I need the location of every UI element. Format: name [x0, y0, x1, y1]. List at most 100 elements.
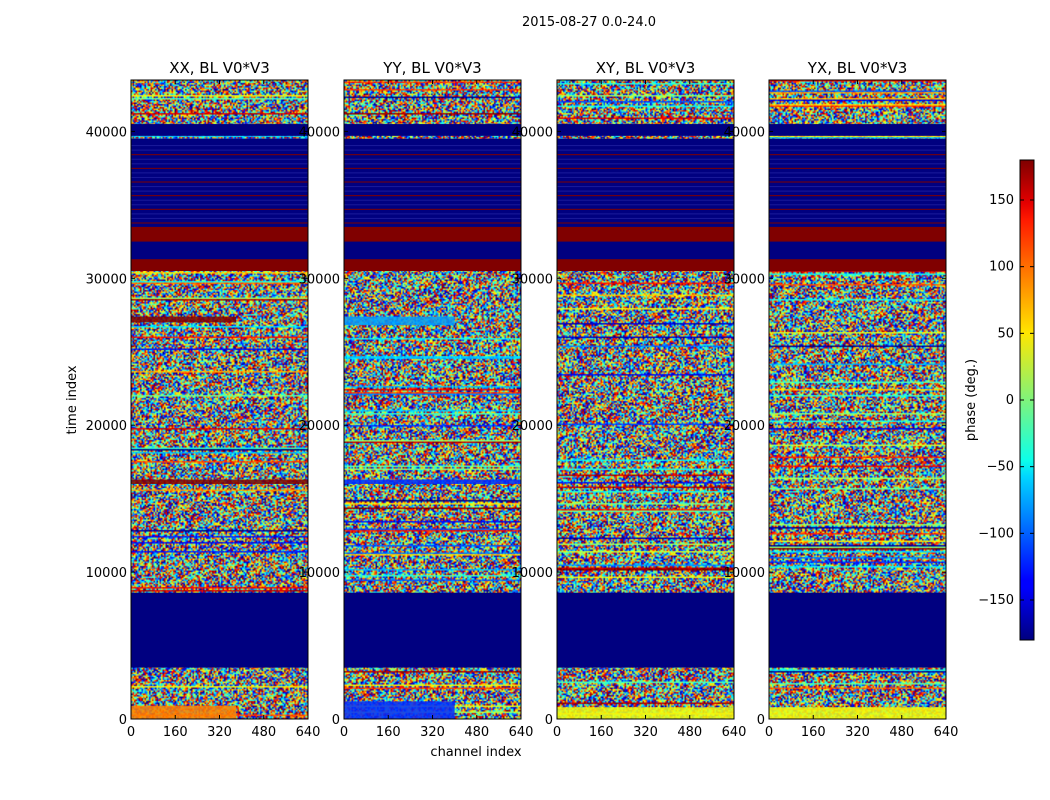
heatmap-band — [344, 259, 521, 271]
heatmap-band — [557, 226, 734, 242]
y-tick-label: 10000 — [299, 566, 340, 581]
heatmap-stripe — [557, 145, 734, 147]
y-tick-label: 40000 — [86, 125, 127, 140]
heatmap-stripe — [557, 172, 734, 174]
panel-title: XY, BL V0*V3 — [596, 59, 696, 77]
heatmap-stripe — [557, 186, 734, 188]
x-tick-label: 480 — [677, 725, 702, 740]
x-tick-label: 320 — [633, 725, 658, 740]
heatmap-stripe — [769, 204, 946, 206]
heatmap-stripe — [557, 222, 734, 224]
x-tick-label: 0 — [553, 725, 561, 740]
x-tick-label: 320 — [420, 725, 445, 740]
x-axis-label: channel index — [430, 745, 521, 760]
panels-group: XX, BL V0*V3 0 160 320 480 640 0 10000 20000 3000… — [86, 59, 959, 740]
y-tick-label: 20000 — [724, 419, 765, 434]
colorbar-tick-label: 50 — [997, 326, 1014, 341]
y-axis-label: time index — [65, 365, 80, 434]
figure-suptitle: 2015-08-27 0.0-24.0 — [522, 15, 656, 30]
colorbar-tick-label: −50 — [987, 460, 1014, 475]
heatmap-stripe — [344, 163, 521, 165]
heatmap-stripe — [131, 154, 308, 156]
y-tick-label: 40000 — [512, 125, 553, 140]
y-tick-label: 20000 — [512, 419, 553, 434]
colorbar-tick-label: 150 — [989, 193, 1014, 208]
heatmap-stripe — [769, 190, 946, 192]
heatmap-body — [557, 80, 734, 719]
panel-title: YX, BL V0*V3 — [807, 59, 908, 77]
heatmap-stripe — [131, 199, 308, 201]
panel-4: YX, BL V0*V3 0 160 320 480 640 0 10000 20000 3000… — [724, 59, 959, 740]
heatmap-band — [769, 259, 946, 271]
colorbar-tick-label: 0 — [1006, 393, 1014, 408]
heatmap-band — [344, 226, 521, 242]
heatmap-stripe — [131, 222, 308, 224]
x-tick-label: 0 — [340, 725, 348, 740]
y-tick-label: 30000 — [724, 272, 765, 287]
heatmap-stripe — [344, 213, 521, 215]
heatmap-stripe — [769, 145, 946, 147]
x-tick-label: 480 — [889, 725, 914, 740]
heatmap-stripe — [769, 222, 946, 224]
heatmap-stripe — [344, 190, 521, 192]
heatmap-stripe — [131, 186, 308, 188]
panel-title: YY, BL V0*V3 — [382, 59, 481, 77]
y-tick-label: 0 — [757, 713, 765, 728]
heatmap-stripe — [344, 145, 521, 147]
heatmap-stripe — [557, 190, 734, 192]
x-tick-label: 0 — [127, 725, 135, 740]
heatmap-stripe — [769, 195, 946, 197]
x-tick-label: 640 — [934, 725, 959, 740]
colorbar: 150 100 50 0 −50 −100 −150 phase (deg.) — [964, 159, 1035, 641]
heatmap-stripe — [344, 199, 521, 201]
heatmap-stripe — [557, 208, 734, 210]
heatmap-band — [769, 226, 946, 242]
heatmap-body — [131, 80, 308, 719]
heatmap-feature — [344, 479, 521, 484]
heatmap-feature — [344, 316, 455, 326]
heatmap-body — [344, 80, 521, 719]
heatmap-stripe — [131, 172, 308, 174]
heatmap-stripe — [769, 208, 946, 210]
colorbar-ticks: 150 100 50 0 −50 −100 −150 — [978, 193, 1034, 608]
heatmap-stripe — [131, 195, 308, 197]
heatmap-stripe — [769, 186, 946, 188]
heatmap-stripe — [344, 172, 521, 174]
heatmap-stripe — [344, 158, 521, 160]
heatmap-stripe — [769, 167, 946, 169]
heatmap-stripe — [557, 213, 734, 215]
x-tick-label: 640 — [509, 725, 534, 740]
heatmap-stripe — [344, 167, 521, 169]
x-tick-label: 640 — [296, 725, 321, 740]
panel-2: YY, BL V0*V3 0 160 320 480 640 0 10000 20000 3000… — [299, 59, 534, 740]
y-tick-label: 0 — [545, 713, 553, 728]
heatmap-feature — [557, 707, 734, 719]
heatmap-band — [557, 124, 734, 136]
y-tick-label: 10000 — [512, 566, 553, 581]
heatmap-band — [344, 592, 521, 668]
heatmap-band — [769, 592, 946, 668]
y-tick-label: 20000 — [86, 419, 127, 434]
x-tick-label: 160 — [801, 725, 826, 740]
heatmap-feature — [344, 701, 455, 719]
heatmap-stripe — [769, 154, 946, 156]
x-tick-label: 480 — [464, 725, 489, 740]
y-tick-label: 0 — [119, 713, 127, 728]
heatmap-stripe — [131, 213, 308, 215]
x-tick-label: 160 — [376, 725, 401, 740]
y-tick-label: 20000 — [299, 419, 340, 434]
heatmap-stripe — [344, 217, 521, 219]
heatmap-stripe — [557, 217, 734, 219]
heatmap-stripe — [344, 222, 521, 224]
heatmap-stripe — [557, 199, 734, 201]
heatmap-stripe — [769, 176, 946, 178]
colorbar-label: phase (deg.) — [964, 359, 979, 441]
heatmap-stripe — [557, 149, 734, 151]
x-tick-label: 320 — [845, 725, 870, 740]
y-tick-label: 30000 — [512, 272, 553, 287]
heatmap-band — [131, 259, 308, 271]
heatmap-stripe — [344, 181, 521, 183]
heatmap-band — [131, 124, 308, 136]
heatmap-stripe — [131, 163, 308, 165]
